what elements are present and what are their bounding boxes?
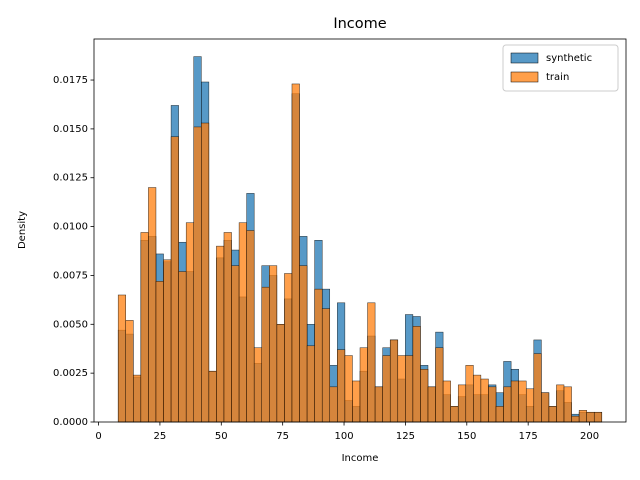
x-axis-label: Income — [342, 453, 379, 464]
bar — [321, 308, 331, 423]
bar — [495, 406, 504, 423]
bar — [465, 365, 474, 423]
legend-swatch — [510, 52, 539, 64]
bar — [299, 265, 308, 423]
bar — [178, 271, 187, 423]
y-axis-label: Density — [17, 211, 28, 249]
bar — [185, 222, 194, 423]
bar — [480, 378, 489, 423]
bar — [306, 345, 315, 423]
bar — [586, 411, 595, 423]
bar — [163, 259, 172, 423]
bar — [208, 370, 217, 423]
bar — [541, 392, 550, 423]
bar — [420, 368, 429, 423]
bar — [284, 273, 293, 423]
legend-label: synthetic — [546, 53, 592, 64]
bar — [223, 232, 232, 423]
bar — [337, 349, 346, 423]
bar — [231, 265, 240, 423]
y-tick-label: 0.0075 — [53, 270, 88, 281]
bar — [276, 324, 285, 423]
bar — [201, 122, 210, 423]
bar — [435, 347, 444, 423]
bar — [374, 386, 383, 423]
bar — [533, 353, 542, 423]
bar — [473, 374, 482, 423]
bar — [510, 380, 519, 423]
bar — [412, 326, 421, 423]
bar — [442, 380, 451, 423]
bar — [382, 355, 391, 423]
bar — [246, 230, 255, 423]
bar — [571, 415, 580, 423]
bar — [329, 386, 338, 423]
bar — [140, 232, 149, 423]
bar — [578, 410, 587, 423]
bar — [563, 386, 572, 423]
x-tick-label: 0 — [95, 431, 101, 442]
legend-box — [502, 44, 619, 92]
bar — [261, 286, 270, 423]
x-tick-label: 125 — [396, 431, 415, 442]
bar — [352, 380, 361, 423]
y-tick-label: 0.0150 — [53, 124, 88, 135]
bar — [216, 245, 225, 423]
bar — [314, 288, 323, 423]
y-tick-label: 0.0125 — [53, 173, 88, 184]
x-tick-label: 50 — [215, 431, 228, 442]
bar — [125, 320, 134, 423]
legend-swatch — [510, 71, 539, 83]
bar — [503, 386, 512, 423]
bar — [593, 411, 603, 423]
plot-frame — [93, 38, 627, 423]
x-tick-label: 100 — [334, 431, 353, 442]
x-tick-label: 175 — [519, 431, 538, 442]
y-tick-label: 0.0050 — [53, 319, 88, 330]
bar — [155, 281, 164, 423]
bar — [488, 386, 497, 423]
x-tick-label: 150 — [457, 431, 476, 442]
bar — [344, 355, 353, 423]
bar — [389, 339, 399, 423]
bar — [133, 374, 142, 423]
legend-label: train — [546, 72, 569, 83]
bar — [397, 355, 406, 423]
x-tick-label: 75 — [276, 431, 289, 442]
bar — [291, 83, 300, 423]
y-tick-label: 0.0025 — [53, 368, 88, 379]
bar — [405, 355, 414, 423]
bar — [548, 406, 557, 423]
bar — [556, 384, 565, 423]
bar — [359, 347, 368, 423]
x-tick-label: 25 — [154, 431, 167, 442]
bar — [148, 187, 157, 423]
bar — [170, 136, 179, 423]
bar — [450, 406, 459, 423]
bar — [193, 126, 202, 423]
y-tick-label: 0.0000 — [53, 417, 88, 428]
bar — [367, 302, 376, 423]
chart-title: Income — [333, 16, 386, 32]
x-tick-label: 200 — [580, 431, 599, 442]
bar — [457, 384, 467, 423]
y-tick-label: 0.0100 — [53, 222, 88, 233]
y-tick-label: 0.0175 — [53, 75, 88, 86]
bar — [518, 380, 527, 423]
bar — [427, 386, 436, 423]
bar — [253, 347, 263, 423]
bar — [269, 265, 278, 423]
bar — [238, 222, 247, 423]
bar — [117, 294, 126, 423]
bar — [525, 388, 535, 423]
